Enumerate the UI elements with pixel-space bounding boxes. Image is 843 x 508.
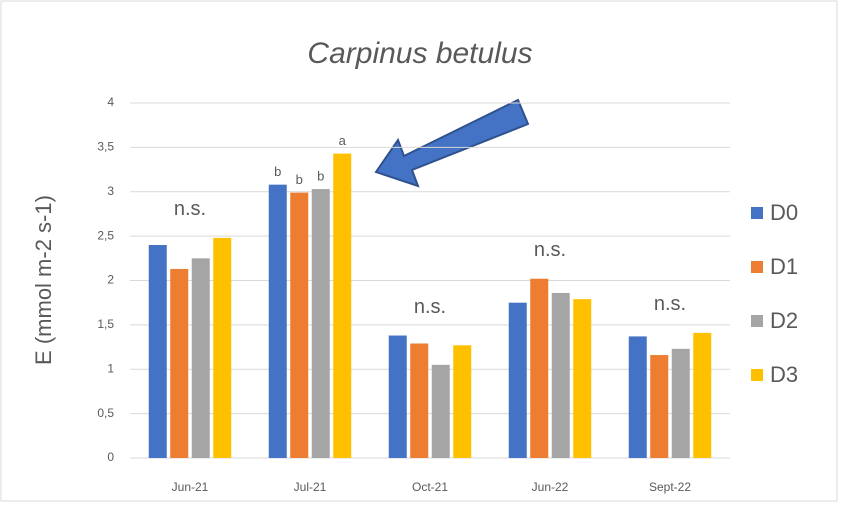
y-axis-label: E (mmol m-2 s-1) [31,195,56,365]
x-tick-label: Jul-21 [294,480,327,494]
y-tick-label: 1 [107,361,114,375]
bar [650,355,669,458]
x-tick-label: Sept-22 [649,480,691,494]
y-tick-label: 3,5 [97,140,114,154]
bar [693,332,712,458]
group-label: n.s. [534,239,566,261]
legend-swatch [751,315,763,327]
group-label: n.s. [414,296,446,318]
y-tick-label: 3 [107,184,114,198]
group-label: n.s. [654,293,686,315]
bar [148,245,167,458]
y-tick-label: 4 [107,95,114,109]
bar [508,302,527,458]
y-tick-label: 0,5 [97,406,114,420]
chart-title: Carpinus betulus [307,37,532,70]
significance-letter: b [317,169,324,184]
bar [388,335,407,458]
legend-swatch [751,369,763,381]
bar [551,292,570,458]
bar [573,299,592,458]
legend-label: D0 [770,200,798,225]
legend-swatch [751,261,763,273]
y-tick-label: 2,5 [97,228,114,242]
legend-swatch [751,207,763,219]
bar [170,268,189,458]
bar [311,189,330,458]
x-tick-label: Jun-22 [532,480,569,494]
bar [213,237,232,458]
bar [530,278,549,458]
bar [628,336,647,458]
bar [290,192,309,458]
bar [431,364,450,458]
significance-letter: b [274,164,281,179]
bar [671,348,690,458]
significance-letter: a [339,133,347,148]
y-tick-label: 1,5 [97,317,114,331]
bar [410,343,429,458]
bar [333,153,352,458]
legend-label: D2 [770,308,798,333]
x-tick-label: Oct-21 [412,480,448,494]
legend-label: D1 [770,254,798,279]
legend-label: D3 [770,362,798,387]
bar [191,258,210,458]
arrow [374,98,530,188]
significance-letter: b [296,172,303,187]
bar [268,184,287,458]
x-tick-label: Jun-21 [172,480,209,494]
group-label: n.s. [174,198,206,220]
y-tick-label: 0 [107,450,114,464]
y-tick-label: 2 [107,273,114,287]
bar [453,345,472,458]
